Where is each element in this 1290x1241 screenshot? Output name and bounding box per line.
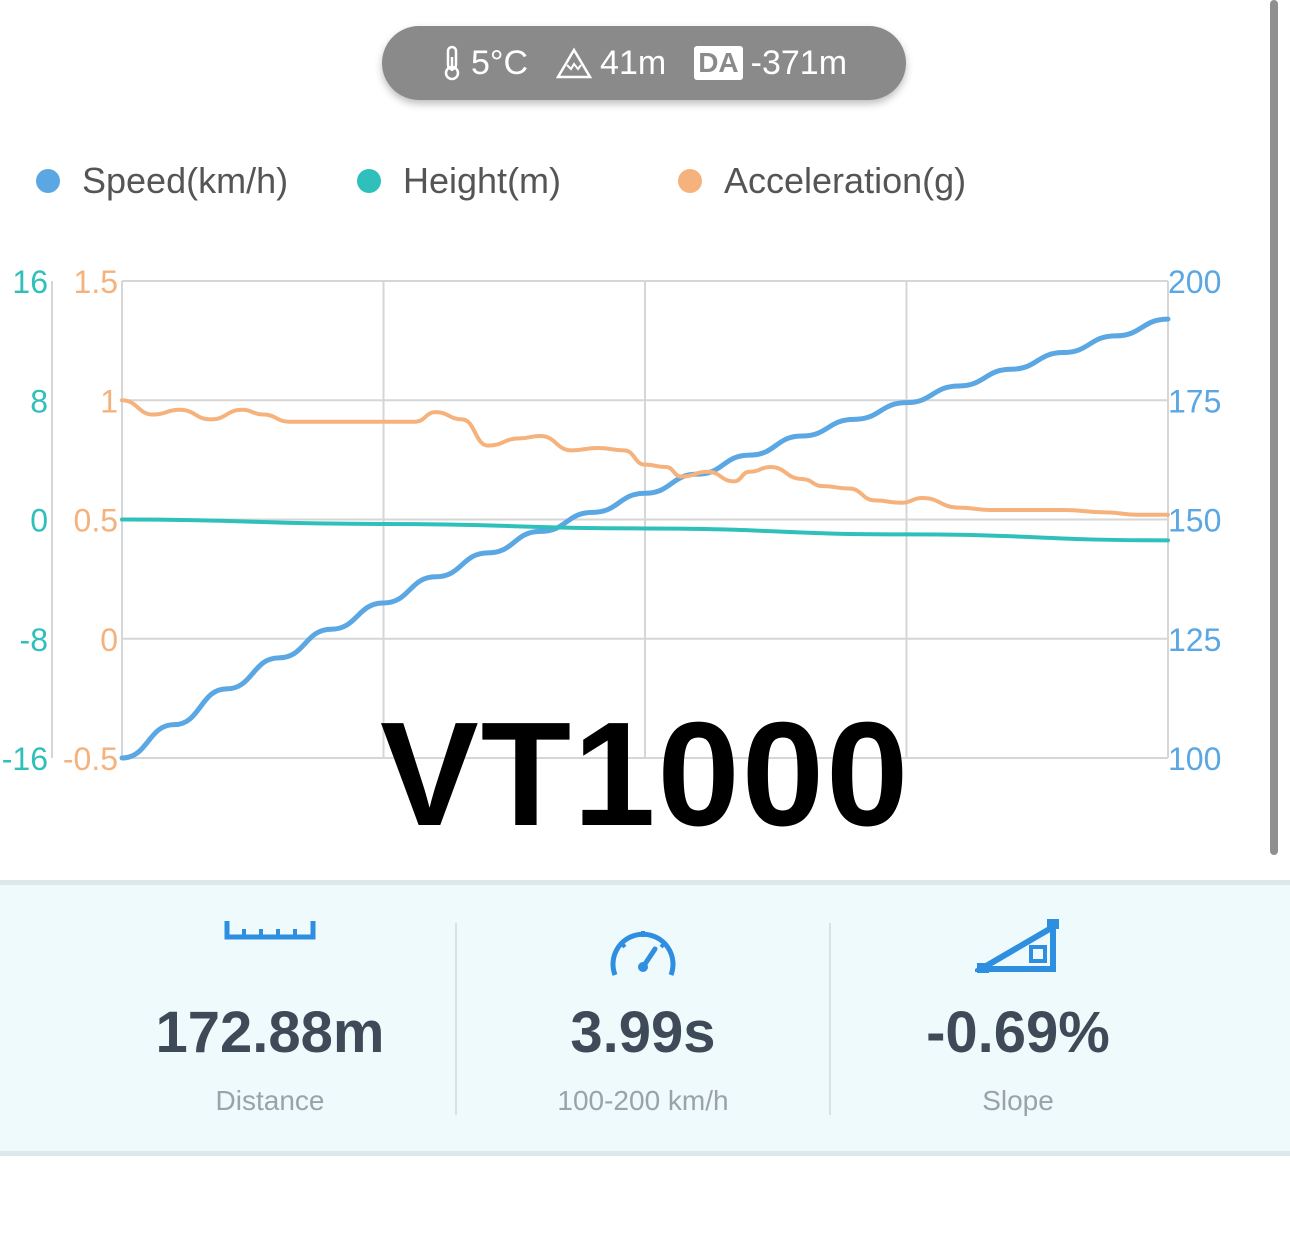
scrollbar[interactable] xyxy=(1270,0,1278,855)
chart-legend: Speed(km/h) Height(m) Acceleration(g) xyxy=(0,160,1290,210)
speed-axis-tick-label: 175 xyxy=(1168,383,1221,419)
stats-panel: 172.88m Distance 3.99s 100-200 km/h -0.6… xyxy=(0,880,1290,1156)
speed-legend-dot xyxy=(36,169,60,193)
speed-axis-tick-label: 150 xyxy=(1168,503,1221,539)
acceleration-series-line xyxy=(120,398,1170,517)
density-altitude-value: -371m xyxy=(750,43,848,82)
acceleration-axis-tick-label: -0.5 xyxy=(63,741,118,777)
slope-label: Slope xyxy=(982,1085,1054,1116)
slope-value: -0.69% xyxy=(926,1000,1110,1065)
altitude-item: 41m xyxy=(556,44,666,83)
speed-axis-tick-label: 125 xyxy=(1168,622,1221,658)
ruler-icon xyxy=(224,921,316,940)
acceleration-axis-tick-label: 0.5 xyxy=(74,503,118,539)
mountain-icon xyxy=(556,47,593,79)
legend-item-speed[interactable]: Speed(km/h) xyxy=(36,160,288,202)
acceleration-axis-tick-label: 1 xyxy=(100,383,118,419)
legend-label-speed: Speed(km/h) xyxy=(82,160,289,201)
speed-series-line xyxy=(119,316,1171,761)
watermark-text: VT1000 xyxy=(380,692,911,857)
legend-item-acceleration[interactable]: Acceleration(g) xyxy=(678,160,966,202)
run-chart: 16 8 0 -8 -16 1.5 1 0.5 0 -0.5 200 175 150 125 100 xyxy=(2,264,1222,777)
altitude-value: 41m xyxy=(600,43,667,82)
height-axis-tick-label: 0 xyxy=(30,503,48,539)
acceleration-axis-tick-label: 1.5 xyxy=(74,264,118,300)
acceleration-axis-tick-label: 0 xyxy=(100,622,118,658)
legend-label-height: Height(m) xyxy=(403,160,562,201)
height-series-line xyxy=(120,517,1170,543)
height-legend-dot xyxy=(357,169,381,193)
height-axis-tick-label: -16 xyxy=(2,741,48,777)
slope-icon xyxy=(975,919,1059,973)
speedometer-icon xyxy=(610,931,676,976)
stat-acceleration-time: 3.99s 100-200 km/h xyxy=(457,885,829,1151)
distance-label: Distance xyxy=(215,1085,325,1116)
stat-slope: -0.69% Slope xyxy=(831,885,1205,1151)
speed-axis-tick-label: 100 xyxy=(1168,741,1221,777)
acceleration-time-label: 100-200 km/h xyxy=(557,1085,729,1116)
temperature-item: 5°C xyxy=(441,44,528,83)
density-altitude-item: DA -371m xyxy=(694,44,847,83)
da-icon: DA xyxy=(694,46,743,80)
stat-distance: 172.88m Distance xyxy=(85,885,455,1151)
acceleration-legend-dot xyxy=(678,169,702,193)
conditions-bar: 5°C 41m DA -371m xyxy=(382,26,906,100)
distance-value: 172.88m xyxy=(155,1000,385,1065)
thermometer-icon xyxy=(444,45,460,81)
height-axis-tick-label: 8 xyxy=(30,383,48,419)
height-axis-tick-label: -8 xyxy=(20,622,48,658)
legend-item-height[interactable]: Height(m) xyxy=(357,160,561,202)
acceleration-time-value: 3.99s xyxy=(570,1000,716,1065)
speed-axis-tick-label: 200 xyxy=(1168,264,1221,300)
stat-divider xyxy=(455,923,457,1115)
legend-label-acceleration: Acceleration(g) xyxy=(724,160,967,201)
height-axis-tick-label: 16 xyxy=(12,264,48,300)
stat-divider xyxy=(829,923,831,1115)
temperature-value: 5°C xyxy=(470,43,529,82)
